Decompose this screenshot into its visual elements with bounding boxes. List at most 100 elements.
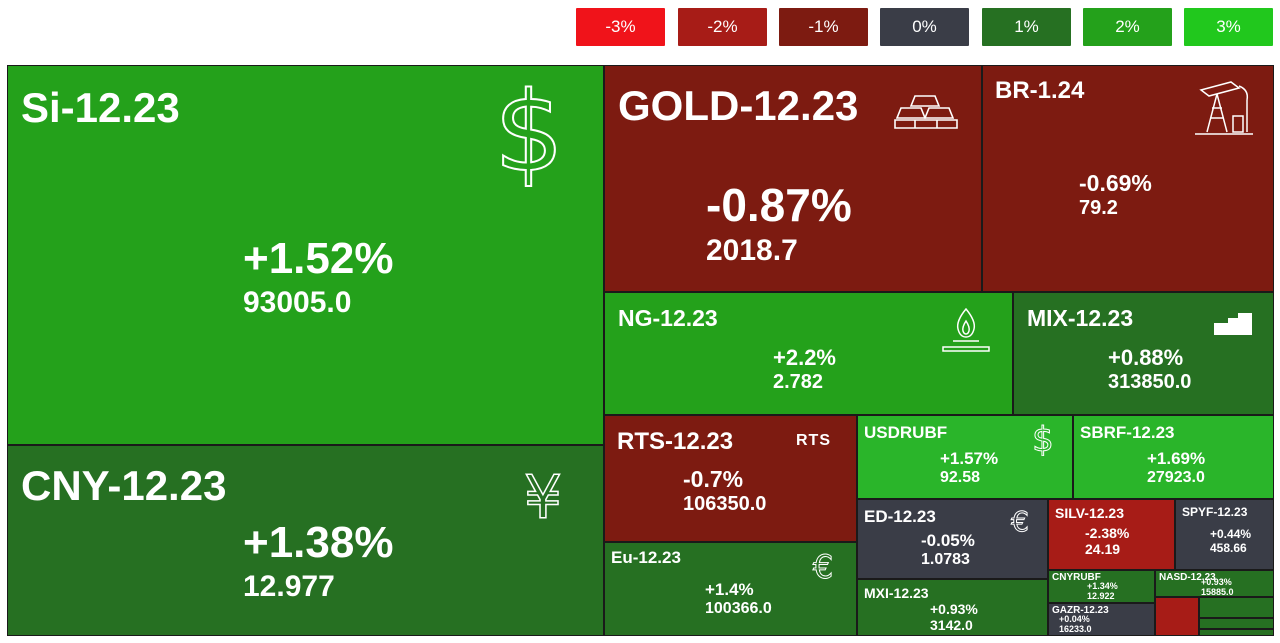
tile-nasd-change: +0.93% [1201, 577, 1232, 587]
tile-cnyrubf-values: +1.34% 12.922 [1087, 581, 1118, 601]
tile-mxi-price: 3142.0 [930, 617, 973, 633]
legend-plus-2: 2% [1083, 8, 1172, 46]
tile-ed[interactable]: ED-12.23 € -0.05% 1.0783 [857, 499, 1048, 579]
tile-gazr[interactable]: GAZR-12.23 +0.04% 16233.0 [1048, 603, 1155, 636]
tile-spyf-price: 458.66 [1210, 541, 1247, 555]
tile-rts-price: 106350.0 [683, 493, 767, 515]
tile-ng-name: NG-12.23 [618, 305, 718, 331]
tile-cnyrubf[interactable]: CNYRUBF +1.34% 12.922 [1048, 570, 1155, 603]
svg-text:€: € [813, 551, 833, 583]
tile-rts-change: -0.7% [683, 466, 744, 492]
tile-spyf-name: SPYF-12.23 [1182, 505, 1248, 519]
tile-cny-name: CNY-12.23 [21, 462, 227, 509]
tile-si-name: Si-12.23 [21, 84, 180, 131]
tile-gold[interactable]: GOLD-12.23 -0.87% 2018.7 [604, 65, 982, 292]
tile-silv-values: -2.38% 24.19 [1085, 525, 1129, 557]
tile-sbrf-price: 27923.0 [1147, 469, 1205, 486]
tile-usdrubf[interactable]: USDRUBF $ +1.57% 92.58 [857, 415, 1073, 499]
tile-usdrubf-change: +1.57% [940, 449, 999, 468]
treemap: Si-12.23 $ +1.52% 93005.0 CNY-12.23 ¥ +1… [7, 65, 1274, 636]
tile-nasd-values: +0.93% 15885.0 [1201, 577, 1234, 597]
tile-mxi-change: +0.93% [930, 601, 978, 617]
tile-spyf[interactable]: SPYF-12.23 +0.44% 458.66 [1175, 499, 1274, 570]
tile-small-unlabeled[interactable] [1155, 597, 1199, 636]
legend-minus-3: -3% [576, 8, 665, 46]
tile-silv-change: -2.38% [1085, 525, 1130, 541]
tile-br-name: BR-1.24 [995, 77, 1085, 104]
dollar-icon: $ [493, 78, 565, 188]
tile-br-values: -0.69% 79.2 [1079, 170, 1152, 220]
tile-ng-change: +2.2% [773, 345, 836, 370]
tile-si-values: +1.52% 93005.0 [243, 234, 393, 320]
legend-minus-1: -1% [779, 8, 868, 46]
tile-silv[interactable]: SILV-12.23 -2.38% 24.19 [1048, 499, 1175, 570]
tile-si[interactable]: Si-12.23 $ +1.52% 93005.0 [7, 65, 604, 445]
gas-flame-icon [937, 305, 995, 355]
legend-zero: 0% [880, 8, 969, 46]
tile-mix-price: 313850.0 [1108, 371, 1192, 393]
gold-bars-icon [893, 92, 959, 132]
tile-ng-price: 2.782 [773, 371, 824, 393]
tile-nasd[interactable]: NASD-12.23 +0.93% 15885.0 [1155, 570, 1274, 597]
tile-eu-change: +1.4% [705, 580, 754, 599]
tile-br-change: -0.69% [1079, 170, 1152, 196]
tile-ed-price: 1.0783 [921, 551, 970, 568]
tile-cny[interactable]: CNY-12.23 ¥ +1.38% 12.977 [7, 445, 604, 636]
svg-text:€: € [1011, 507, 1029, 535]
tile-eu-price: 100366.0 [705, 600, 772, 617]
tile-ng-values: +2.2% 2.782 [773, 345, 836, 394]
yen-icon: ¥ [518, 466, 568, 526]
tile-ed-name: ED-12.23 [864, 507, 936, 526]
tile-gazr-name: GAZR-12.23 [1052, 605, 1109, 616]
tile-usdrubf-price: 92.58 [940, 469, 981, 486]
tile-rts-name: RTS-12.23 [617, 428, 734, 455]
legend-plus-1: 1% [982, 8, 1071, 46]
legend-minus-2: -2% [678, 8, 767, 46]
tile-br-price: 79.2 [1079, 197, 1118, 219]
tile-usdrubf-name: USDRUBF [864, 423, 948, 442]
oil-pump-icon [1193, 76, 1255, 138]
tile-mix-name: MIX-12.23 [1027, 305, 1134, 331]
svg-text:$: $ [1032, 422, 1054, 456]
euro-icon: € [1006, 507, 1034, 535]
tile-gold-change: -0.87% [706, 179, 852, 231]
tile-small-unlabeled[interactable] [1199, 618, 1274, 629]
tile-small-unlabeled[interactable] [1199, 629, 1274, 636]
tile-eu-values: +1.4% 100366.0 [705, 580, 772, 618]
tile-si-price: 93005.0 [243, 286, 352, 319]
svg-text:$: $ [494, 78, 564, 188]
tile-mix-values: +0.88% 313850.0 [1108, 345, 1191, 394]
tile-eu[interactable]: Eu-12.23 € +1.4% 100366.0 [604, 542, 857, 636]
tile-nasd-price: 15885.0 [1201, 587, 1234, 597]
tile-cnyrubf-price: 12.922 [1087, 591, 1115, 601]
tile-gold-price: 2018.7 [706, 234, 798, 267]
tile-cny-values: +1.38% 12.977 [243, 518, 393, 604]
tile-si-change: +1.52% [243, 234, 394, 283]
tile-mxi-values: +0.93% 3142.0 [930, 601, 978, 633]
svg-text:¥: ¥ [524, 466, 562, 526]
tile-ed-change: -0.05% [921, 531, 975, 550]
tile-ng[interactable]: NG-12.23 +2.2% 2.782 [604, 292, 1013, 415]
rts-badge: RTS [796, 432, 831, 449]
tile-silv-price: 24.19 [1085, 541, 1121, 557]
tile-sbrf[interactable]: SBRF-12.23 +1.69% 27923.0 [1073, 415, 1274, 499]
euro-icon: € [807, 551, 839, 583]
dollar-icon: $ [1032, 422, 1054, 456]
tile-small-unlabeled[interactable] [1199, 597, 1274, 618]
tile-gazr-change: +0.04% [1059, 614, 1090, 624]
tile-mix[interactable]: MIX-12.23 +0.88% 313850.0 [1013, 292, 1274, 415]
tile-spyf-change: +0.44% [1210, 527, 1252, 541]
tile-mxi[interactable]: MXI-12.23 +0.93% 3142.0 [857, 579, 1048, 636]
tile-nasd-name: NASD-12.23 [1159, 572, 1216, 583]
tile-gazr-price: 16233.0 [1059, 624, 1092, 634]
tile-gazr-values: +0.04% 16233.0 [1059, 614, 1092, 634]
tile-br[interactable]: BR-1.24 -0.69% 79.2 [982, 65, 1274, 292]
tile-rts[interactable]: RTS-12.23 RTS -0.7% 106350.0 [604, 415, 857, 542]
tile-spyf-values: +0.44% 458.66 [1210, 527, 1251, 555]
tile-cny-change: +1.38% [243, 518, 394, 567]
tile-cnyrubf-name: CNYRUBF [1052, 572, 1101, 583]
tile-silv-name: SILV-12.23 [1055, 505, 1125, 521]
tile-sbrf-values: +1.69% 27923.0 [1147, 449, 1205, 487]
tile-gold-name: GOLD-12.23 [618, 82, 859, 129]
tile-sbrf-change: +1.69% [1147, 449, 1206, 468]
